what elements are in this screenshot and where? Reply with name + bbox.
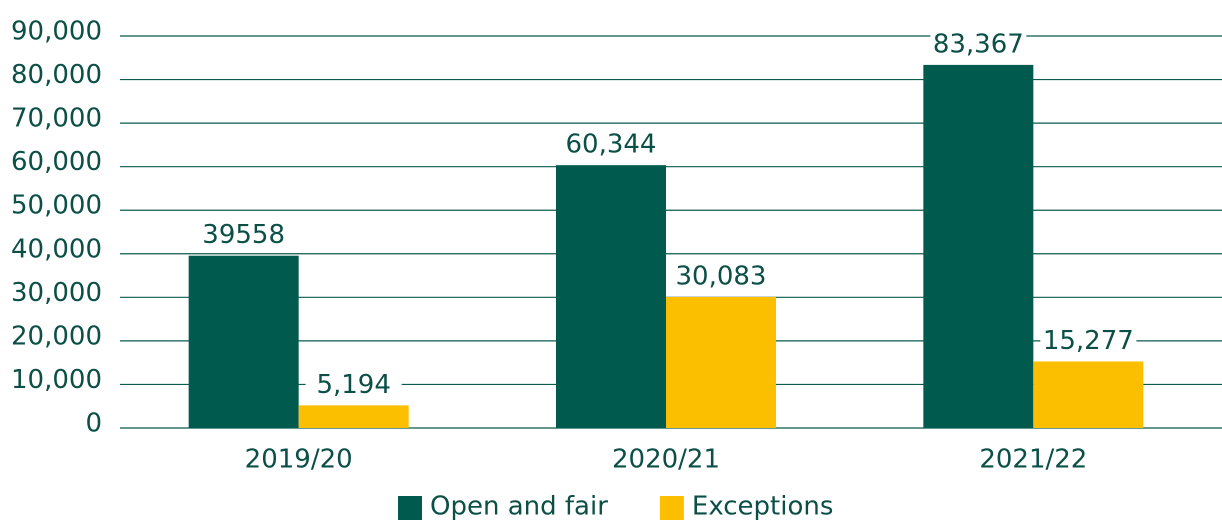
data-label: 39558 <box>202 220 285 250</box>
bar <box>556 165 666 429</box>
legend-swatch <box>398 496 422 520</box>
label-bg <box>563 131 659 160</box>
data-label: 83,367 <box>933 29 1024 59</box>
data-label: 15,277 <box>1043 326 1134 356</box>
x-tick-label: 2019/20 <box>245 445 353 475</box>
bar <box>188 255 299 428</box>
legend-label: Exceptions <box>692 492 834 522</box>
bar <box>923 64 1034 428</box>
y-tick-label: 10,000 <box>11 365 102 395</box>
bar <box>1033 361 1144 428</box>
data-label: 30,083 <box>676 261 767 291</box>
bar <box>298 405 409 428</box>
label-bg <box>673 262 769 291</box>
data-label: 5,194 <box>316 370 390 400</box>
x-tick-label: 2021/22 <box>979 445 1087 475</box>
label-bg <box>195 221 292 250</box>
bar <box>666 296 776 428</box>
label-bg <box>1040 327 1137 356</box>
y-tick-label: 30,000 <box>11 278 102 308</box>
y-tick-label: 40,000 <box>11 234 102 264</box>
y-tick-label: 70,000 <box>11 104 102 134</box>
legend-label: Open and fair <box>430 492 608 522</box>
x-tick-label: 2020/21 <box>612 445 720 475</box>
legend-swatch <box>659 496 684 520</box>
y-tick-label: 50,000 <box>11 191 102 221</box>
y-tick-label: 90,000 <box>11 17 102 47</box>
y-tick-label: 60,000 <box>11 147 102 177</box>
y-tick-label: 0 <box>85 409 102 439</box>
y-tick-label: 20,000 <box>11 321 102 351</box>
data-label: 60,344 <box>566 130 657 160</box>
y-tick-label: 80,000 <box>11 60 102 90</box>
label-bg <box>930 30 1027 59</box>
label-bg <box>305 371 402 400</box>
